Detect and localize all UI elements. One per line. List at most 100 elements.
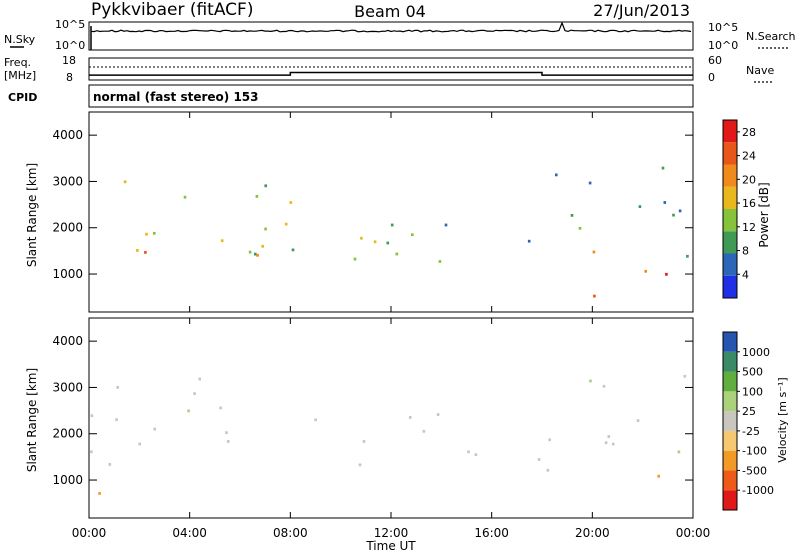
power-colorbar-tick: 28 [742, 126, 756, 139]
colorbar-segment [723, 209, 737, 232]
power-cell [644, 269, 647, 273]
x-tick-label: 12:00 [374, 526, 409, 540]
power-colorbar-tick: 4 [742, 268, 749, 281]
power-colorbar-tick: 24 [742, 150, 756, 163]
freq-label: Freq. [4, 56, 31, 69]
time-axis: 00:00 04:00 08:00 12:00 16:00 20:00 00:00 [72, 526, 711, 540]
velocity-cell [138, 442, 141, 446]
power-cell [570, 214, 574, 217]
power-cell [593, 294, 596, 298]
power-cell [123, 180, 127, 184]
velocity-cell [108, 463, 112, 466]
power-cell [638, 205, 642, 208]
power-colorbar-tick: 8 [742, 245, 749, 258]
nave-tick-bottom: 0 [708, 71, 715, 84]
power-cell [289, 201, 293, 204]
date-title: 27/Jun/2013 [593, 1, 690, 20]
velocity-panel: Slant Range [km] 1000 2000 3000 4000 1000 50… [25, 317, 789, 519]
power-cell [264, 227, 267, 231]
power-cell [661, 166, 665, 170]
colorbar-segment [723, 450, 737, 471]
velocity-cell [602, 384, 606, 388]
velocity-cell [589, 379, 592, 383]
y-tick-label: 4000 [52, 128, 83, 142]
power-cell [373, 240, 377, 244]
velocity-cell [314, 418, 317, 422]
power-cell [555, 173, 558, 177]
power-cell [390, 223, 394, 227]
power-cell [411, 233, 414, 237]
colorbar-segment [723, 120, 737, 143]
colorbar-segment [723, 231, 737, 254]
power-cell [578, 226, 582, 230]
power-cell [527, 239, 531, 243]
nave-label: Nave [746, 64, 774, 77]
y-tick-label: 4000 [52, 334, 83, 348]
velocity-colorbar-tick: 25 [742, 405, 756, 418]
power-colorbar-tick: 16 [742, 197, 756, 210]
power-cell [686, 254, 689, 258]
velocity-cell [115, 418, 118, 422]
colorbar-segment [723, 430, 737, 451]
velocity-cell [98, 492, 101, 495]
power-cell [264, 184, 267, 188]
velocity-cell [611, 442, 615, 446]
colorbar-segment [723, 275, 737, 298]
x-tick-label: 00:00 [72, 526, 107, 540]
velocity-colorbar-tick: -25 [742, 425, 760, 438]
velocity-cell [422, 429, 426, 433]
velocity-cell [187, 409, 190, 413]
radar-title: Pykkvibaer (fitACF) [91, 0, 253, 20]
power-cell [665, 272, 668, 276]
power-cell [254, 252, 257, 256]
velocity-cell [90, 414, 94, 418]
colorbar-segment [723, 490, 737, 510]
velocity-cell [537, 458, 541, 461]
velocity-cell [604, 441, 608, 445]
y-tick-label: 2000 [52, 427, 83, 441]
velocity-cell [116, 386, 119, 389]
power-cell [672, 213, 675, 217]
power-cell [678, 209, 682, 213]
y-tick-label: 2000 [52, 221, 83, 235]
colorbar-segment [723, 411, 737, 431]
velocity-cell [362, 440, 366, 443]
noise-right-label: N.Search [746, 30, 796, 43]
x-tick-label: 20:00 [575, 526, 610, 540]
freq-tick-bottom: 8 [66, 71, 73, 84]
velocity-colorbar-tick: -100 [742, 445, 767, 458]
velocity-colorbar-tick: -1000 [742, 484, 774, 497]
power-cell [444, 223, 448, 227]
noise-right-tick-top: 10^5 [708, 21, 738, 34]
velocity-y-label: Slant Range [km] [25, 368, 39, 472]
power-cell [248, 250, 252, 254]
freq-unit: [MHz] [4, 69, 36, 82]
velocity-cell [607, 435, 611, 438]
velocity-cell [474, 453, 478, 457]
power-colorbar-label: Power [dB] [757, 182, 771, 247]
power-cell [438, 260, 442, 263]
colorbar-segment [723, 186, 737, 209]
nave-tick-top: 60 [708, 54, 722, 67]
power-cell [144, 251, 147, 254]
velocity-cell [90, 450, 93, 454]
power-cell [291, 248, 295, 252]
velocity-cell [219, 406, 222, 410]
velocity-colorbar: 1000 500 100 25 -25 -100 -500 -1000 [722, 331, 774, 511]
noise-left-tick-bottom: 10^0 [55, 39, 85, 52]
velocity-cell [153, 427, 156, 431]
power-cell [588, 181, 592, 185]
colorbar-segment [723, 164, 737, 187]
velocity-cell [546, 468, 550, 472]
velocity-cell [358, 463, 362, 467]
power-cell [395, 252, 399, 256]
velocity-cell [548, 438, 551, 442]
colorbar-segment [723, 351, 737, 372]
colorbar-segment [723, 142, 737, 165]
cpid-panel: CPID normal (fast stereo) 153 [8, 84, 694, 108]
velocity-colorbar-tick: 100 [742, 385, 763, 398]
power-cell [220, 239, 224, 243]
power-cell [386, 241, 390, 245]
y-tick-label: 3000 [52, 380, 83, 394]
